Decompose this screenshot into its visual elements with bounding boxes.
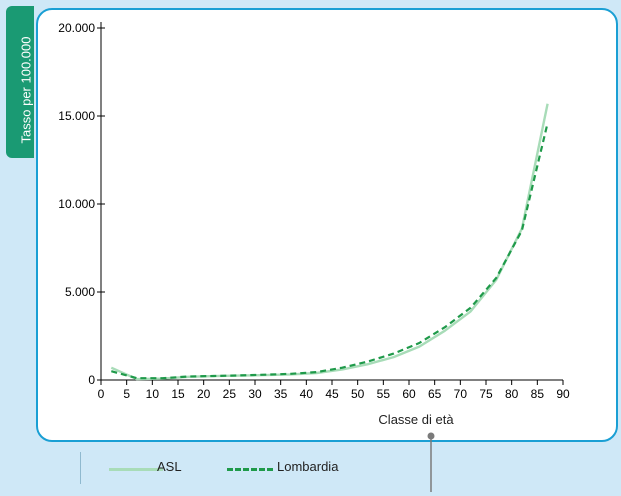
y-tick-label: 0	[88, 373, 95, 387]
x-tick-label: 10	[146, 387, 160, 401]
x-tick-label: 15	[171, 387, 185, 401]
series-line-asl	[110, 103, 549, 381]
chart-panel	[36, 8, 618, 442]
x-tick-label: 55	[377, 387, 391, 401]
x-tick-label: 70	[454, 387, 468, 401]
x-tick-label: 85	[531, 387, 545, 401]
x-tick-label: 30	[248, 387, 262, 401]
legend-label-lombardia: Lombardia	[277, 459, 339, 474]
x-tick-label: 25	[223, 387, 237, 401]
label-connector-dot	[427, 432, 435, 440]
y-tick-label: 20.000	[58, 21, 95, 35]
y-tick-label: 10.000	[58, 197, 95, 211]
y-tick-label: 5.000	[65, 285, 95, 299]
x-tick-label: 5	[123, 387, 130, 401]
x-tick-label: 35	[274, 387, 288, 401]
legend-swatch-asl	[109, 468, 163, 471]
x-tick-label: 80	[505, 387, 519, 401]
legend-swatch-lombardia	[227, 468, 273, 471]
x-tick-label: 0	[98, 387, 105, 401]
legend-label-asl: ASL	[157, 459, 182, 474]
x-tick-label: 90	[556, 387, 570, 401]
x-tick-label: 40	[300, 387, 314, 401]
series-line-lombardia	[111, 122, 549, 380]
x-tick-label: 20	[197, 387, 211, 401]
y-axis-label-tab: Tasso per 100.000	[6, 6, 34, 158]
x-tick-label: 50	[351, 387, 365, 401]
y-tick-label: 15.000	[58, 109, 95, 123]
x-axis-label: Classe di età	[378, 412, 454, 427]
x-tick-label: 65	[428, 387, 442, 401]
x-tick-label: 60	[402, 387, 416, 401]
x-tick-label: 45	[325, 387, 339, 401]
x-tick-label: 75	[479, 387, 493, 401]
legend: ASL Lombardia	[80, 452, 481, 484]
